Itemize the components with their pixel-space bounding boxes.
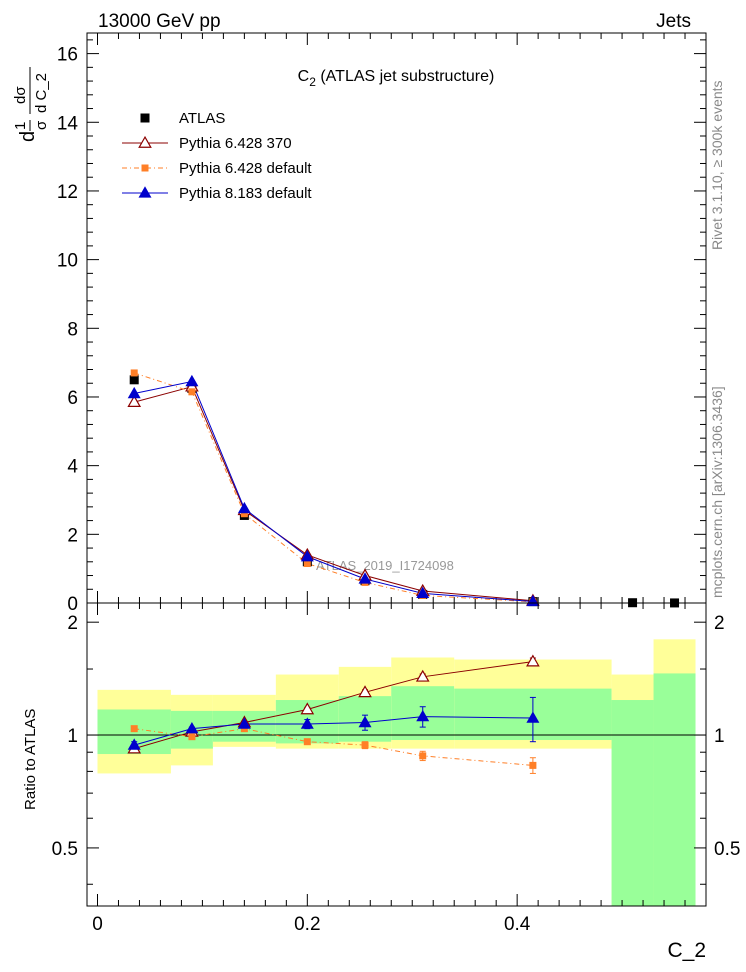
main-y-ticks: 0 2 4 6 8 10 12 14 16 — [57, 33, 706, 615]
legend-marker-pythia-8-183-default — [138, 186, 152, 198]
main-panel: C2 (ATLAS jet substructure) ATLAS_2019_I… — [57, 32, 707, 615]
ratio-series-markers — [127, 654, 540, 769]
ratio-y-tick-label-right: 2 — [714, 613, 725, 634]
ratio-y-label: Ratio to ATLAS — [22, 709, 39, 810]
ratio-y-tick-label-left: 2 — [67, 613, 78, 634]
ratio-point-pythia-8-183-default — [237, 717, 251, 729]
ratio-y-tick-label-right: 1 — [714, 726, 725, 747]
main-point-pythia-8-183-default — [300, 549, 314, 562]
title-main: C — [298, 68, 310, 85]
ratio-point-pythia-6-428-370 — [415, 669, 430, 682]
main-title: C2 (ATLAS jet substructure) — [298, 68, 495, 89]
category-label: Jets — [656, 11, 691, 32]
legend-marker-pythia-6-428-370 — [138, 135, 152, 148]
main-point-pythia-8-183-default — [127, 386, 141, 399]
x-tick-label: 0.2 — [294, 914, 320, 935]
ratio-point-pythia-6-428-default — [361, 741, 369, 749]
main-y-tick-label: 16 — [57, 45, 78, 66]
main-y-tick-label: 14 — [57, 113, 79, 134]
ratio-point-pythia-6-428-default — [130, 725, 138, 733]
ratio-point-pythia-8-183-default — [358, 715, 372, 728]
y-label-den-right: d C_2 — [33, 73, 50, 113]
main-point-pythia-8-183-default — [416, 586, 430, 599]
main-point-pythia-6-428-default — [188, 388, 196, 396]
x-tick-label: 0 — [92, 914, 103, 935]
main-point-pythia-6-428-default — [303, 560, 311, 568]
ratio-point-pythia-8-183-default — [526, 711, 540, 723]
ratio-frame — [86, 602, 707, 907]
ratio-point-pythia-6-428-default — [529, 761, 537, 769]
main-series-markers — [127, 369, 680, 608]
watermark: ATLAS_2019_I1724098 — [316, 558, 454, 573]
y-label-d: d — [17, 131, 39, 142]
ratio-point-pythia-6-428-370 — [358, 685, 372, 698]
ratio-point-pythia-6-428-370 — [526, 654, 540, 667]
y-label-den-left: σ — [33, 120, 50, 130]
mcplots-label: mcplots.cern.ch [arXiv:1306.3436] — [709, 386, 725, 598]
main-y-tick-label: 8 — [67, 319, 78, 340]
ratio-panel: 0.5 0.5 1 1 2 2 0 0.2 0.4 Ratio to ATLAS C_2 — [22, 602, 740, 962]
ratio-point-pythia-8-183-default — [127, 738, 141, 750]
main-point-pythia-6-428-default — [240, 510, 248, 518]
main-point-atlas — [129, 375, 139, 385]
main-y-tick-label: 10 — [57, 251, 78, 272]
title-rest: (ATLAS jet substructure) — [316, 68, 494, 85]
main-y-tick-label: 6 — [67, 388, 78, 409]
x-axis-label: C_2 — [667, 939, 706, 962]
ratio-y-tick-label-right: 0.5 — [714, 839, 740, 860]
y-label-num-left: 1 — [12, 122, 29, 130]
main-y-axis-label: d 1 σ dσ d C_2 — [12, 67, 50, 142]
ratio-point-pythia-6-428-default — [303, 738, 311, 746]
title-sub: 2 — [309, 75, 316, 89]
y-label-num-right: dσ — [12, 86, 29, 104]
ratio-point-pythia-6-428-370 — [300, 702, 315, 715]
ratio-bands — [97, 639, 696, 906]
ratio-point-pythia-8-183-default — [300, 717, 314, 729]
main-y-tick-label: 4 — [67, 457, 78, 478]
main-y-tick-label: 12 — [57, 182, 78, 203]
main-y-tick-label: 0 — [67, 594, 78, 615]
main-point-pythia-8-183-default — [185, 374, 199, 387]
legend-marker-pythia-6-428-default — [141, 164, 149, 172]
legend: ATLAS Pythia 6.428 370 Pythia 6.428 defaul… — [122, 110, 312, 202]
x-ticks: 0 0.2 0.4 — [92, 603, 686, 935]
x-tick-label: 0.4 — [504, 914, 531, 935]
ratio-band-green — [611, 700, 654, 906]
main-point-pythia-6-428-370 — [127, 395, 142, 408]
main-point-pythia-8-183-default — [358, 572, 372, 584]
main-point-pythia-8-183-default — [237, 501, 251, 514]
ratio-y-tick-label-left: 0.5 — [52, 839, 78, 860]
energy-label: 13000 GeV pp — [98, 11, 221, 32]
main-y-tick-label: 2 — [67, 525, 78, 546]
legend-marker-atlas — [140, 113, 150, 123]
ratio-point-pythia-8-183-default — [416, 709, 430, 722]
legend-label-atlas: ATLAS — [179, 110, 225, 127]
main-point-pythia-6-428-default — [130, 369, 138, 377]
ratio-point-pythia-8-183-default — [185, 721, 199, 734]
rivet-label: Rivet 3.1.10, ≥ 300k events — [709, 80, 725, 250]
legend-label-pythia-8-183-default: Pythia 8.183 default — [179, 185, 312, 202]
legend-label-pythia-6-428-370: Pythia 6.428 370 — [179, 135, 292, 152]
legend-label-pythia-6-428-default: Pythia 6.428 default — [179, 160, 312, 177]
ratio-y-ticks: 0.5 0.5 1 1 2 2 — [52, 613, 740, 885]
ratio-point-pythia-6-428-default — [419, 752, 427, 760]
ratio-y-tick-label-left: 1 — [67, 726, 78, 747]
ratio-point-pythia-6-428-default — [188, 733, 196, 741]
ratio-band-green — [653, 673, 696, 906]
